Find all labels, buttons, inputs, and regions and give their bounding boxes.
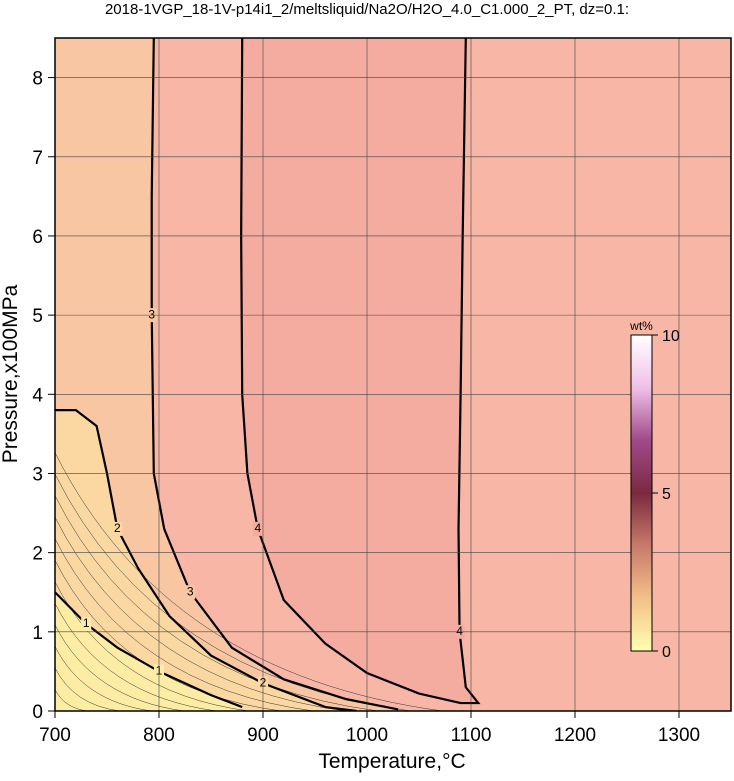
chart-title: 2018-1VGP_18-1V-p14i1_2/meltsliquid/Na2O… [105, 1, 629, 18]
plot-frame [54, 37, 732, 712]
contour-region [241, 38, 479, 704]
y-tick-label: 7 [32, 148, 43, 169]
colorbar-tick-label: 10 [662, 328, 680, 345]
contour-label: 3 [187, 584, 194, 598]
colorbar-tick-label: 0 [662, 644, 671, 661]
y-tick-label: 3 [32, 464, 43, 485]
contour-line [150, 38, 399, 711]
x-axis-label: Temperature,°C [318, 750, 465, 773]
y-tick-label: 8 [32, 69, 43, 90]
y-axis-label: Pressure,x100MPa [0, 284, 22, 463]
contour-label-bg [185, 585, 196, 600]
contour-region [55, 38, 399, 711]
contour-label-bg [81, 616, 92, 631]
x-tick-label: 1100 [451, 725, 492, 746]
contour-label-bg [252, 521, 263, 536]
contour-minor [55, 603, 217, 711]
y-tick-label: 5 [32, 306, 43, 327]
y-tick-label: 0 [32, 702, 43, 723]
contour-minor [55, 517, 346, 711]
contour-label: 1 [83, 616, 90, 630]
contour-label: 4 [254, 521, 261, 535]
contour-line [55, 591, 243, 709]
colorbar-title: wt% [629, 319, 653, 333]
contour-line [55, 409, 357, 711]
x-tick-label: 800 [143, 725, 175, 746]
y-tick-label: 1 [32, 623, 43, 644]
contour-minor [55, 538, 314, 711]
contour-label: 3 [148, 307, 155, 321]
y-tick-label: 2 [32, 544, 43, 565]
contour-line [240, 38, 481, 705]
contour-minor [55, 452, 443, 711]
contour-label: 4 [456, 624, 463, 638]
colorbar-tick-label: 5 [662, 486, 671, 503]
y-tick-label: 6 [32, 227, 43, 248]
y-tick-label: 4 [32, 385, 43, 406]
x-tick-label: 900 [247, 725, 279, 746]
x-tick-label: 1200 [554, 725, 596, 746]
contour-label: 2 [114, 521, 121, 535]
contour-minor [55, 646, 152, 711]
contour-minor [55, 495, 379, 711]
contour-label-bg [112, 521, 123, 536]
x-tick-label: 1000 [346, 725, 388, 746]
contour-region [55, 38, 243, 711]
contour-minor [55, 624, 185, 711]
colorbar [630, 334, 653, 652]
x-tick-label: 1300 [658, 725, 700, 746]
contour-minor [55, 667, 120, 711]
x-tick-label: 700 [39, 725, 71, 746]
